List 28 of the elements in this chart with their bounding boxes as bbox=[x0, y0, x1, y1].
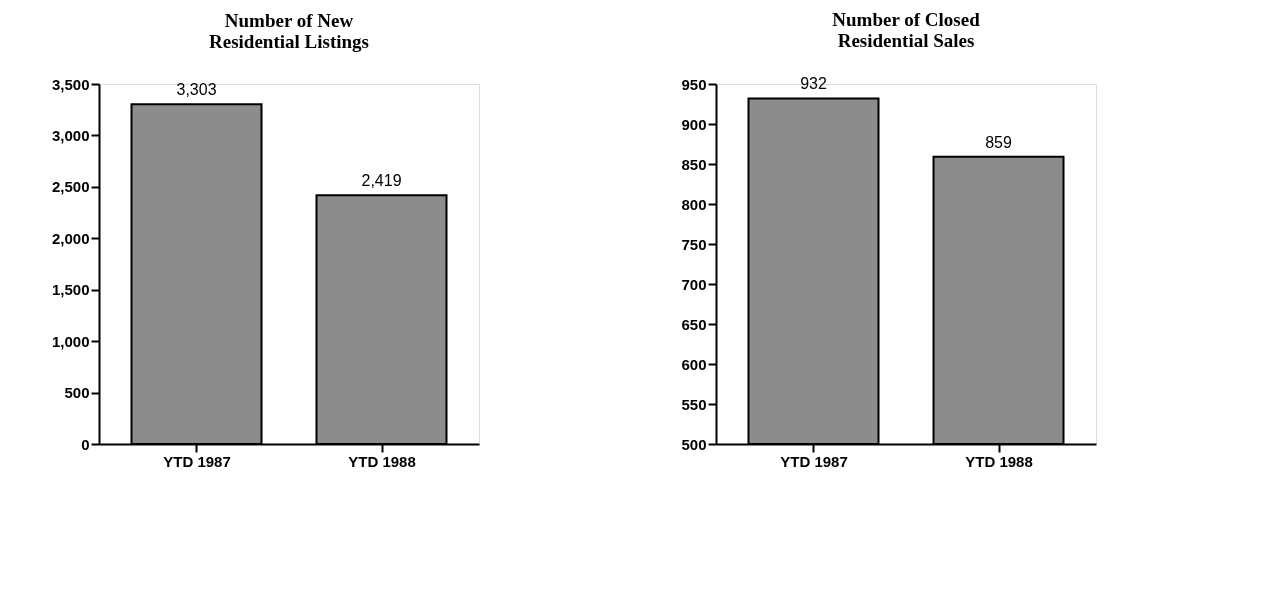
y-tick-label: 0 bbox=[81, 435, 90, 453]
y-tick-label: 2,000 bbox=[51, 229, 90, 247]
y-tick-label: 800 bbox=[681, 195, 707, 213]
y-tick-label: 650 bbox=[681, 315, 707, 333]
y-tick-label: 750 bbox=[681, 235, 707, 253]
y-tick-label: 2,500 bbox=[51, 178, 90, 196]
x-tick-label: YTD 1988 bbox=[348, 452, 416, 470]
y-tick-label: 3,000 bbox=[51, 126, 90, 144]
data-label: 932 bbox=[800, 75, 827, 93]
x-tick-label: YTD 1987 bbox=[780, 452, 848, 470]
y-tick-label: 600 bbox=[681, 355, 707, 373]
y-tick-label: 550 bbox=[681, 395, 707, 413]
data-label: 859 bbox=[985, 133, 1012, 151]
x-tick-label: YTD 1987 bbox=[163, 452, 231, 470]
y-tick-label: 700 bbox=[681, 275, 707, 293]
chart-title: Number of New Residential Listings bbox=[209, 10, 369, 52]
y-tick-label: 500 bbox=[64, 384, 90, 402]
y-tick-label: 950 bbox=[681, 75, 707, 93]
y-tick-label: 500 bbox=[681, 435, 707, 453]
y-tick-label: 1,000 bbox=[51, 332, 90, 350]
y-tick-label: 900 bbox=[681, 115, 707, 133]
y-tick-label: 3,500 bbox=[51, 75, 90, 93]
x-tick-label: YTD 1988 bbox=[965, 452, 1033, 470]
data-label: 2,419 bbox=[361, 172, 402, 190]
chart-title: Number of Closed Residential Sales bbox=[832, 9, 981, 52]
data-label: 3,303 bbox=[176, 81, 217, 99]
y-tick-label: 1,500 bbox=[51, 281, 90, 299]
y-tick-label: 850 bbox=[681, 155, 707, 173]
